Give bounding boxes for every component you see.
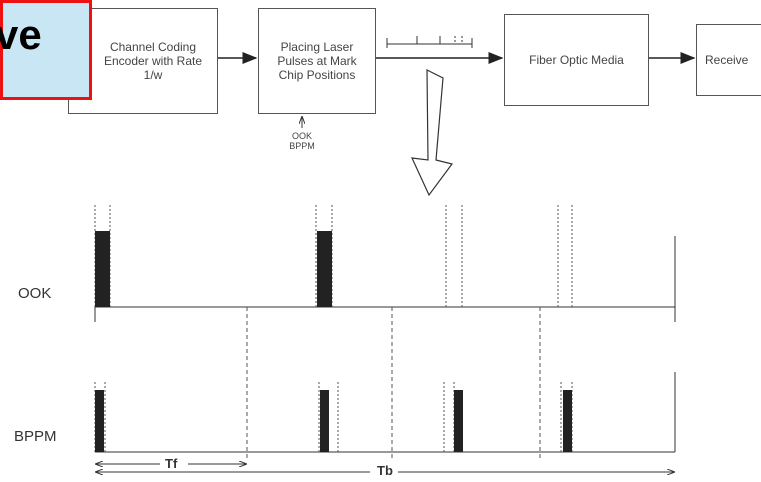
bppm-pulse-1	[95, 390, 104, 452]
bppm-pulse-3	[454, 390, 463, 452]
placing-block: Placing Laser Pulses at Mark Chip Positi…	[258, 8, 376, 114]
encoder-label: Channel Coding Encoder with Rate 1/w	[103, 40, 203, 82]
fiber-label: Fiber Optic Media	[529, 53, 624, 67]
encoder-block: Channel Coding Encoder with Rate 1/w	[68, 8, 218, 114]
fiber-block: Fiber Optic Media	[504, 14, 649, 106]
bppm-pulse-4	[563, 390, 572, 452]
ook-pulse-2	[317, 231, 332, 307]
highlight-text: ve	[0, 11, 42, 58]
bppm-option-label: BPPM	[289, 141, 315, 151]
bppm-pulse-2	[320, 390, 329, 452]
bppm-row-label: BPPM	[14, 428, 57, 445]
bppm-timeline	[94, 372, 676, 453]
receiver-label: Receive	[705, 53, 749, 67]
ook-pulse-1	[95, 231, 110, 307]
pulse-train-icon	[386, 36, 473, 48]
hollow-down-arrow	[411, 69, 454, 197]
placing-label: Placing Laser Pulses at Mark Chip Positi…	[277, 40, 357, 82]
tb-label: Tb	[377, 463, 393, 478]
ook-timeline	[94, 205, 676, 460]
ook-row-label: OOK	[18, 285, 52, 302]
receiver-block: Receive	[696, 24, 761, 96]
modulation-options: OOK BPPM	[282, 131, 322, 151]
ook-option-label: OOK	[291, 131, 312, 141]
highlight-overlay: ve	[0, 0, 92, 100]
tf-label: Tf	[165, 456, 178, 471]
